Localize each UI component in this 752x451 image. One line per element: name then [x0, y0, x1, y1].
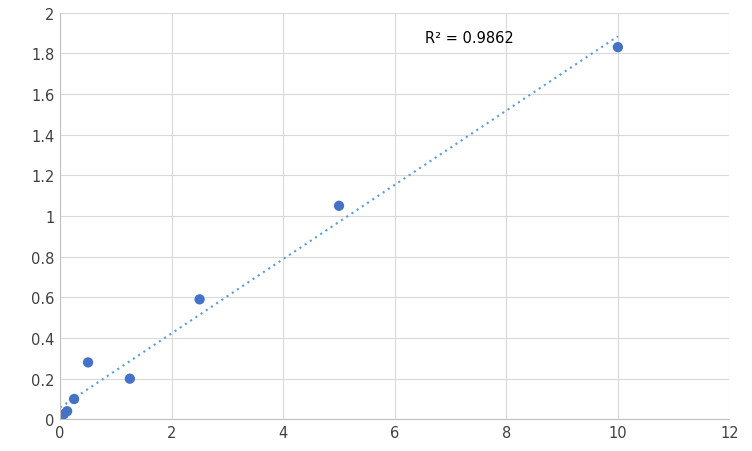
Point [612, 44, 624, 51]
Point [61, 408, 73, 415]
Point [193, 296, 205, 303]
Point [333, 202, 345, 210]
Point [68, 396, 80, 403]
Point [124, 375, 136, 382]
Point [82, 359, 94, 366]
Point [58, 411, 70, 418]
Point [54, 415, 66, 423]
Text: R² = 0.9862: R² = 0.9862 [426, 31, 514, 46]
